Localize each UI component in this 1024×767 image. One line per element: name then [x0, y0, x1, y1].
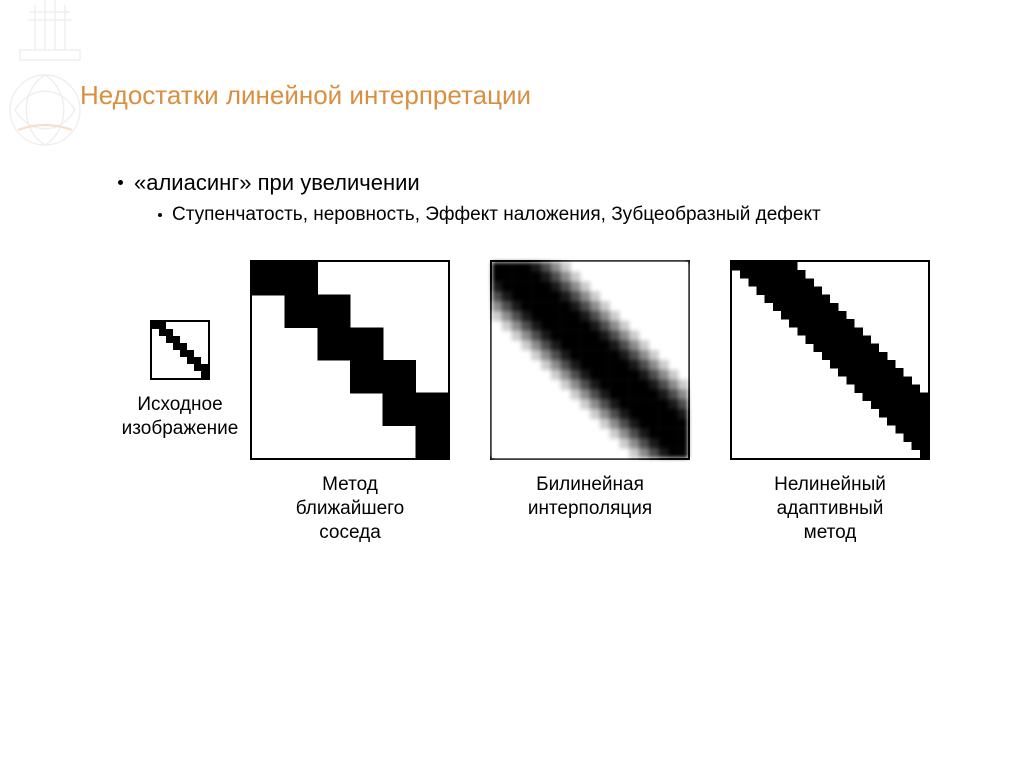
bullet-dot — [118, 180, 123, 185]
source-image-box — [150, 320, 210, 380]
bullet-dot — [158, 213, 162, 217]
caption-nearest: Методближайшегососеда — [240, 473, 460, 544]
caption-source: Исходноеизображение — [120, 393, 240, 441]
bullet-level1: «алиасинг» при увеличении — [118, 170, 420, 196]
bullet-text: Ступенчатость, неровность, Эффект наложе… — [172, 204, 821, 225]
adaptive-image-box — [730, 260, 930, 460]
figure-adaptive: Нелинейныйадаптивныйметод — [720, 260, 940, 544]
bilinear-image-box — [490, 260, 690, 460]
figure-source: Исходноеизображение — [120, 320, 240, 441]
figure-bilinear: Билинейнаяинтерполяция — [480, 260, 700, 521]
slide-title: Недостатки линейной интерпретации — [80, 80, 531, 111]
bullet-level2: Ступенчатость, неровность, Эффект наложе… — [158, 204, 821, 226]
caption-bilinear: Билинейнаяинтерполяция — [480, 473, 700, 521]
nearest-image-box — [250, 260, 450, 460]
figure-nearest: Методближайшегососеда — [240, 260, 460, 544]
bullet-text: «алиасинг» при увеличении — [134, 170, 420, 195]
caption-adaptive: Нелинейныйадаптивныйметод — [720, 473, 940, 544]
